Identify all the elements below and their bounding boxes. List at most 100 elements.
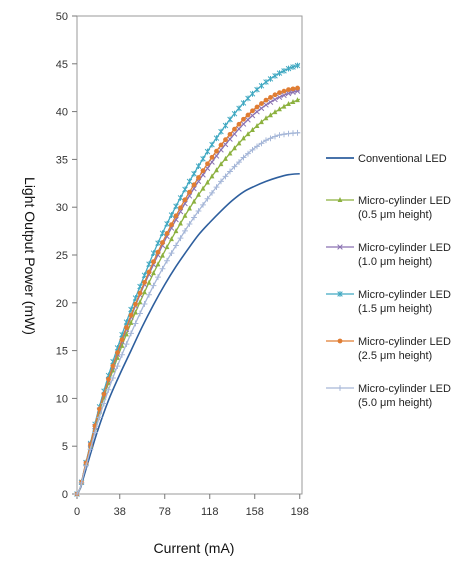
legend-label: Conventional LED <box>358 153 447 165</box>
y-axis: 0 5 10 15 20 25 30 35 40 45 50 <box>56 11 77 501</box>
data-point <box>250 108 255 114</box>
data-point <box>146 291 152 298</box>
data-point <box>249 90 256 97</box>
data-point <box>214 167 219 173</box>
data-point <box>182 197 188 203</box>
y-tick-label: 25 <box>56 250 68 262</box>
data-point <box>236 121 242 127</box>
y-tick-label: 10 <box>56 393 68 405</box>
data-point <box>178 205 183 211</box>
data-point <box>263 102 269 108</box>
data-point <box>272 72 278 79</box>
data-point <box>133 309 138 315</box>
data-point <box>96 414 103 421</box>
data-point <box>276 70 283 77</box>
data-point <box>232 145 237 151</box>
data-point <box>160 252 165 258</box>
y-tick-label: 20 <box>56 298 68 310</box>
x-tick-label: 38 <box>114 506 126 518</box>
data-point <box>177 235 184 242</box>
plot-area <box>76 15 303 495</box>
data-point <box>74 491 80 497</box>
data-point <box>124 325 129 330</box>
legend-label: Micro-cylinder LED (5.0 μm height) <box>358 383 451 409</box>
data-point <box>236 159 242 165</box>
data-point <box>191 182 197 188</box>
data-point <box>87 446 94 453</box>
data-point <box>146 269 152 275</box>
data-point <box>169 222 174 227</box>
data-point <box>146 261 152 268</box>
data-point <box>142 289 147 295</box>
data-point <box>218 161 224 167</box>
data-point <box>272 92 278 98</box>
data-point <box>101 400 107 407</box>
data-point <box>182 212 188 218</box>
data-point <box>281 88 287 94</box>
data-point <box>281 103 287 109</box>
data-point <box>258 82 265 89</box>
data-point <box>92 429 98 436</box>
legend-item: Micro-cylinder LED (1.0 μm height) <box>326 242 451 268</box>
data-point <box>227 131 233 137</box>
data-point <box>209 173 215 179</box>
data-point <box>245 117 251 123</box>
data-point <box>272 96 278 103</box>
legend-item: Micro-cylinder LED (2.5 μm height) <box>326 336 451 362</box>
data-point <box>164 257 170 264</box>
data-point <box>337 291 343 297</box>
data-point <box>83 462 89 469</box>
data-point <box>254 86 260 93</box>
series-line <box>74 129 301 497</box>
data-point <box>277 90 282 96</box>
data-point <box>232 126 237 132</box>
data-point <box>254 143 260 150</box>
y-tick-label: 40 <box>56 107 68 119</box>
data-point <box>101 391 107 397</box>
data-point <box>337 338 343 344</box>
data-point <box>259 101 264 106</box>
data-point <box>227 168 233 175</box>
data-point <box>97 406 102 412</box>
series-layer <box>74 62 301 497</box>
y-tick-label: 35 <box>56 154 68 166</box>
plot-border <box>76 15 303 495</box>
legend-label: Micro-cylinder LED (0.5 μm height) <box>358 195 451 221</box>
data-point <box>186 221 193 227</box>
series-path <box>76 172 300 495</box>
data-point <box>191 198 197 204</box>
data-point <box>164 220 170 227</box>
data-point <box>151 270 156 276</box>
data-point <box>218 178 224 185</box>
data-point <box>276 94 283 101</box>
y-tick-label: 0 <box>62 489 68 501</box>
data-point <box>159 230 166 237</box>
data-point <box>222 173 229 180</box>
data-point <box>240 121 247 127</box>
data-point <box>187 189 192 195</box>
data-point <box>213 184 220 191</box>
data-point <box>295 97 300 103</box>
data-point <box>227 116 233 123</box>
data-point <box>106 376 111 382</box>
data-point <box>173 213 179 219</box>
data-point <box>200 168 206 174</box>
legend-label: Micro-cylinder LED (1.0 μm height) <box>358 242 451 268</box>
data-point <box>250 126 255 132</box>
data-point <box>294 129 301 136</box>
data-point <box>290 86 296 92</box>
legend-label: Micro-cylinder LED (2.5 μm height) <box>358 336 451 362</box>
data-point <box>132 320 139 327</box>
data-point <box>267 76 274 82</box>
data-point <box>164 244 170 250</box>
data-point <box>196 175 201 180</box>
data-point <box>337 197 343 202</box>
y-axis-title: Light Output Power (mW) <box>22 177 38 335</box>
data-point <box>119 337 125 343</box>
series-path <box>76 98 301 495</box>
data-point <box>236 140 242 146</box>
series-line <box>74 85 300 497</box>
data-point <box>128 319 134 325</box>
data-point <box>295 85 300 91</box>
data-point <box>277 106 282 112</box>
